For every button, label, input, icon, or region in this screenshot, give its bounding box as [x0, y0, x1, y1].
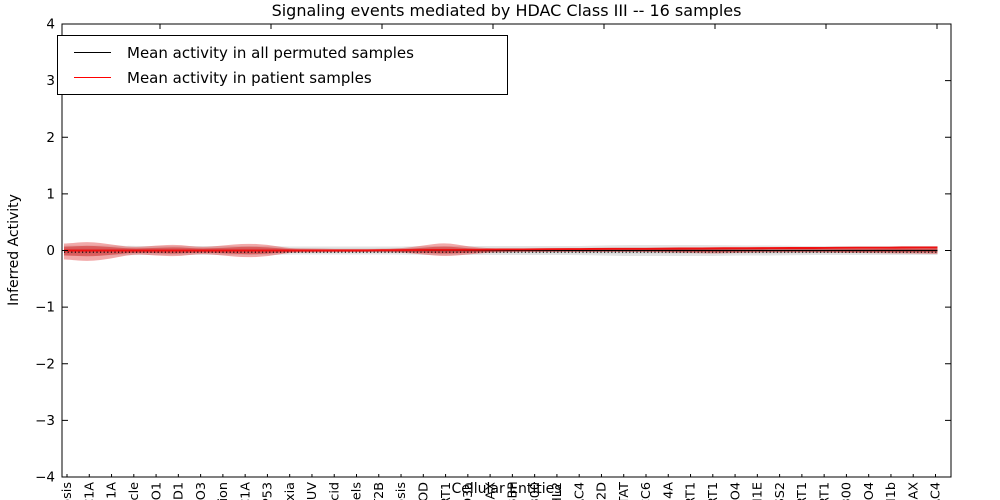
x-tick-label: induction of apoptosis — [394, 482, 409, 500]
x-tick-label: response to UV — [305, 482, 320, 500]
x-tick-label: MEF2D — [595, 482, 610, 500]
x-tick-label: mol:Lysophosphatidic acid — [327, 482, 342, 500]
x-tick-label: FOXO4 — [728, 482, 743, 500]
x-tick-label: KU70/SIRT1/BAX — [906, 482, 921, 500]
x-tick-label: SIRT1/PGC1A — [238, 482, 253, 500]
x-tick-label: HIV-1 Tat/SIRT1 — [795, 482, 810, 500]
y-tick-label: 1 — [46, 186, 55, 202]
x-tick-label: apoptosis — [60, 482, 75, 500]
x-tick-label: TP53 — [261, 482, 276, 500]
x-tick-label: FOXO1/FHL2/SIRT1 — [684, 482, 699, 500]
mean-line-patient — [63, 246, 938, 252]
x-tick-label: MYOD1 — [172, 482, 187, 500]
legend-item-permuted: Mean activity in all permuted samples — [58, 44, 507, 62]
x-tick-label: SIRT1 — [706, 482, 721, 500]
x-tick-label: FHL2 — [550, 482, 565, 500]
legend-label: Mean activity in patient samples — [127, 68, 372, 87]
x-tick-label: regulation of S phase of mitotic cell cy… — [127, 482, 142, 500]
x-tick-label: SIRT1/MEF2D/HDAC4 — [929, 482, 944, 500]
x-axis-label: Cellular Entities — [451, 481, 562, 497]
y-tick-label: −3 — [35, 413, 55, 429]
x-tick-label: CREBBP — [506, 482, 521, 500]
patient-line-swatch — [74, 77, 111, 78]
legend-label: Mean activity in all permuted samples — [127, 43, 414, 62]
x-tick-label: HIST1H1E — [751, 482, 766, 500]
x-tick-label: SIRT1/FOXO4 — [862, 482, 877, 500]
y-tick-label: 0 — [46, 243, 55, 259]
x-tick-label: EP300 — [528, 482, 543, 500]
x-tick-label: SIRT1/FOXO3a — [461, 482, 476, 500]
x-tick-label: PPARGC1A — [83, 482, 98, 500]
x-tick-label: muscle cell differentiation — [216, 482, 231, 500]
x-tick-label: FOXO1 — [149, 482, 164, 500]
x-tick-label: XRCC6 — [639, 482, 654, 500]
x-tick-label: HIST2H4A — [662, 482, 677, 500]
x-tick-label: SIRT1/p300 — [840, 482, 855, 500]
x-tick-label: TAT — [617, 482, 632, 500]
x-tick-label: response to hypoxia — [283, 482, 298, 500]
y-tick-label: −1 — [35, 300, 55, 316]
y-tick-label: 3 — [46, 73, 55, 89]
x-tick-label: SIRT1/PCAF/MYOD — [417, 482, 432, 500]
permuted-line-swatch — [74, 52, 111, 53]
legend-item-patient: Mean activity in patient samples — [58, 69, 507, 87]
x-tick-label: ACSS2 — [773, 482, 788, 500]
chart-title: Signaling events mediated by HDAC Class … — [271, 1, 742, 20]
x-tick-label: CDKN1A — [105, 482, 120, 500]
x-tick-label: p53/SIRT1 — [439, 482, 454, 500]
x-tick-label: BAX — [483, 482, 498, 500]
y-tick-label: −2 — [35, 356, 55, 372]
legend: Mean activity in all permuted samples Me… — [57, 35, 508, 95]
x-tick-label: HDAC4 — [572, 482, 587, 500]
y-tick-label: 4 — [46, 17, 55, 33]
x-tick-label: KU70/SIRT1 — [817, 482, 832, 500]
x-tick-label: SIRT1/Histone H1b — [884, 482, 899, 500]
x-tick-label: response to nutrient levels — [350, 482, 365, 500]
y-tick-label: −4 — [35, 470, 55, 486]
y-axis-label: Inferred Activity — [6, 194, 22, 306]
y-tick-label: 2 — [46, 130, 55, 146]
x-tick-label: FOXO3 — [194, 482, 209, 500]
x-tick-label: KAT2B — [372, 482, 387, 500]
